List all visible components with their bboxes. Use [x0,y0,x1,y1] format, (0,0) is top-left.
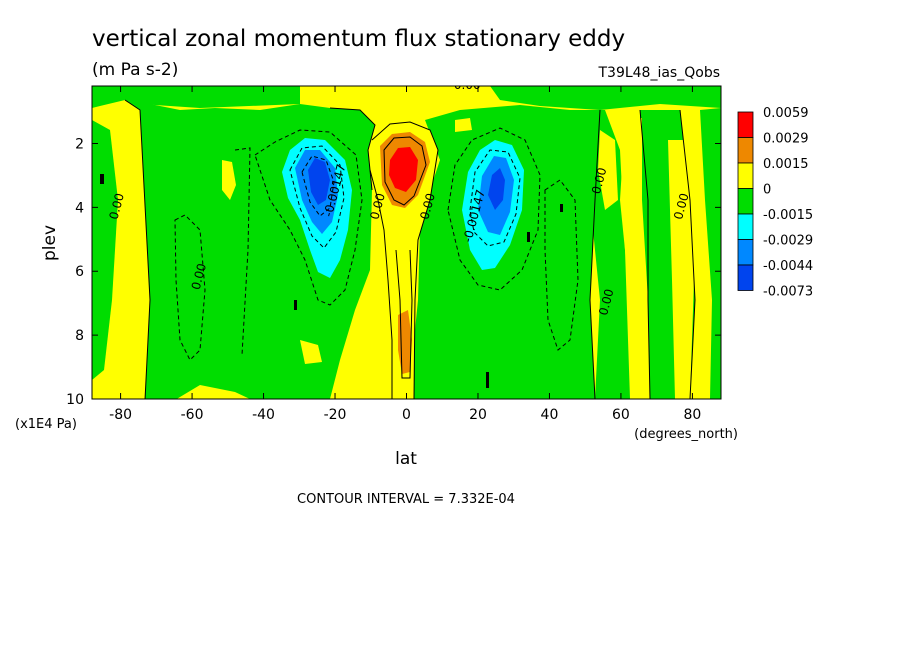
yellow-patch-south-3 [330,370,360,399]
spot-3 [527,232,530,242]
x-axis-label: lat [395,449,417,469]
colorbar-level-label: -0.0073 [763,285,813,300]
contour-label: 0.00 [589,166,609,195]
yellow-patch-top-small [350,96,372,106]
contour-label: 0.00 [107,192,127,221]
contour-lines-dashed [174,127,579,361]
colorbar-swatch [737,264,754,291]
colorbar-level-label: 0.0015 [763,157,809,172]
contour-zero-equator-2 [369,169,393,399]
dashed-north-outer [447,127,541,291]
yellow-patch-north-3 [668,140,695,399]
yellow-patch-north-2 [620,118,642,300]
south-dark-blue-core [308,158,330,205]
x-tick-label: 60 [612,407,630,423]
y-axis: 2 4 6 8 10 [66,136,721,408]
contour-label: 0.00 [417,192,437,221]
contour-equator-lower [395,249,413,379]
contour-zero-equator [371,121,439,399]
x-tick-label: 20 [469,407,487,423]
contour-lines [124,99,696,399]
colorbar-swatch [737,137,754,164]
x-axis-units: (degrees_north) [634,427,738,442]
spot-5 [560,204,563,212]
y-tick-label: 2 [75,136,84,152]
green-region-far-left [92,120,118,380]
colorbar-level-label: -0.0015 [763,208,813,223]
yellow-patch-north-4 [455,118,472,132]
yellow-patch-south-2 [300,340,322,364]
colorbar-level-label: -0.0029 [763,234,813,249]
colorbar-swatch [737,213,754,240]
spot-4 [486,372,489,388]
y-tick-label: 8 [75,328,84,344]
x-tick-label: -60 [181,407,204,423]
y-tick-label: 10 [66,392,84,408]
x-tick-label: 40 [541,407,559,423]
green-region-far-right [700,108,721,399]
contour-zero-south-2 [329,107,376,191]
colorbar-swatch [737,111,754,138]
x-tick-label: -40 [252,407,275,423]
yellow-patch-north-1 [598,130,618,210]
contour-label: 0.00 [189,262,209,291]
contour-label: 0.00 [596,287,616,316]
colorbar-swatch [737,162,754,189]
dashed-south-core [301,155,335,217]
green-region-top-right [490,86,721,110]
green-region-top-left [92,86,300,108]
yellow-patch-south-1 [222,160,236,200]
contour-equator-inner [383,136,427,206]
colorbar-level-label: 0 [763,183,771,198]
y-tick-label: 6 [75,264,84,280]
dashed-south-outer [254,129,363,306]
colorbar-level-label: -0.0044 [763,259,813,274]
colorbar-swatch [737,188,754,215]
spot-2 [294,300,297,310]
equatorial-red-core [389,147,418,192]
spot-1 [100,174,104,184]
north-dark-blue-core [488,168,505,210]
chart-units: (m Pa s-2) [92,60,178,80]
dashed-mid-south [234,147,251,356]
dashed-north-far [544,179,579,351]
dashed-north-inner [469,149,521,247]
colorbar-legend: 0.0059 0.0029 0.0015 0 -0.0015 -0.0029 -0.0044… [737,106,813,300]
x-axis: -80 -60 -40 -20 0 20 40 60 80 [109,86,701,423]
small-spots [100,174,563,388]
contour-label: 0.00 [454,78,481,92]
colorbar-swatch [737,239,754,266]
y-axis-label: plev [40,225,60,261]
x-tick-label: 0 [402,407,411,423]
chart-title: vertical zonal momentum flux stationary … [92,26,625,52]
contour-interval: CONTOUR INTERVAL = 7.332E-04 [297,492,515,507]
contour-label: 0.00 [367,192,387,221]
contour-zero-east [639,109,651,399]
y-tick-label: 4 [75,200,84,216]
contour-zero-east-2 [679,109,696,399]
colorbar-level-label: 0.0059 [763,106,809,121]
band-yellow-patches [222,96,695,399]
dashed-south-inner [289,145,345,249]
x-tick-label: 80 [683,407,701,423]
contour-zero-north [589,109,601,399]
x-tick-label: -80 [109,407,132,423]
y-axis-units: (x1E4 Pa) [15,417,77,432]
colorbar-level-label: 0.0029 [763,132,809,147]
contour-zero-south [124,99,151,399]
dataset-label: T39L48_ias_Qobs [597,65,720,81]
x-tick-label: -20 [324,407,347,423]
contour-label: 0.00 [671,192,691,221]
